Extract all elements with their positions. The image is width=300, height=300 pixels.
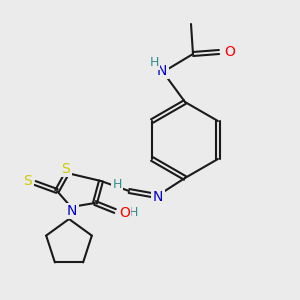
Text: H: H: [112, 178, 122, 191]
Text: H: H: [129, 206, 138, 220]
Text: N: N: [67, 204, 77, 218]
Text: S: S: [24, 174, 32, 188]
Text: N: N: [153, 190, 163, 204]
Text: O: O: [119, 206, 130, 220]
Text: O: O: [224, 45, 235, 59]
Text: N: N: [157, 64, 167, 78]
Text: S: S: [61, 162, 70, 176]
Text: H: H: [149, 56, 159, 68]
